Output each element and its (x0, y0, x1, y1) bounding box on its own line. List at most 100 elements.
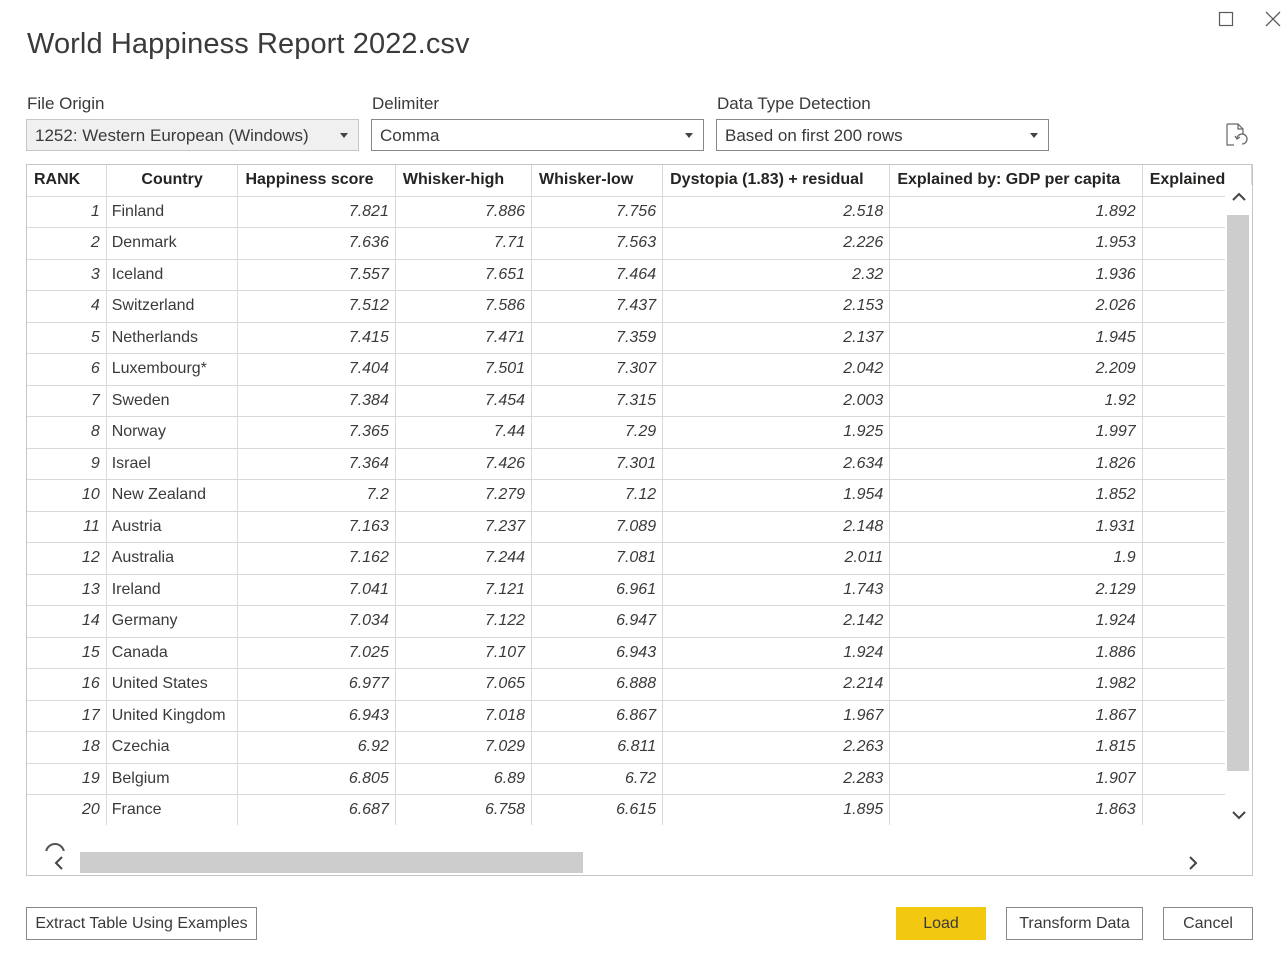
file-origin-label: File Origin (27, 94, 105, 113)
vertical-scrollbar[interactable] (1225, 185, 1252, 825)
table-cell: 7.437 (531, 290, 664, 323)
table-cell: 7.025 (237, 637, 396, 669)
table-cell: 7.122 (395, 605, 533, 638)
table-cell: 1.743 (662, 574, 891, 606)
table-cell: 2.042 (662, 353, 891, 386)
table-cell: 2.153 (662, 290, 891, 323)
table-cell: 2.518 (662, 196, 891, 228)
table-cell: Sweden (106, 385, 239, 417)
table-cell: 7.244 (395, 542, 533, 575)
table-cell: 6.947 (531, 605, 664, 638)
table-cell: 12 (27, 542, 107, 575)
table-cell: Denmark (106, 227, 239, 260)
table-cell: Canada (106, 637, 239, 669)
table-cell: 3 (27, 259, 107, 291)
table-row: 2 Denmark 7.636 7.71 7.563 2.226 1.953 (27, 227, 1252, 260)
table-cell: 7.557 (237, 259, 396, 291)
table-cell: 1.936 (889, 259, 1143, 291)
vertical-scroll-thumb[interactable] (1227, 215, 1249, 771)
table-cell: 1.924 (662, 637, 891, 669)
chevron-right-icon[interactable] (1185, 855, 1201, 871)
refresh-icon[interactable] (1224, 122, 1248, 148)
table-cell: 4 (27, 290, 107, 323)
table-cell: 7.041 (237, 574, 396, 606)
close-icon[interactable] (1262, 8, 1284, 30)
column-header-explained[interactable]: Explained (1142, 165, 1252, 197)
table-cell: 6.72 (531, 763, 664, 795)
table-cell: 2.026 (889, 290, 1143, 323)
table-row: 7 Sweden 7.384 7.454 7.315 2.003 1.92 (27, 385, 1252, 417)
dropdown-arrow-icon (1030, 133, 1038, 138)
table-cell: 7.307 (531, 353, 664, 386)
table-cell: 7.315 (531, 385, 664, 417)
file-origin-dropdown[interactable]: 1252: Western European (Windows) (26, 119, 359, 151)
chevron-down-icon[interactable] (1231, 807, 1247, 823)
table-cell: 16 (27, 668, 107, 701)
table-cell: Luxembourg* (106, 353, 239, 386)
column-header-happiness-score[interactable]: Happiness score (237, 165, 396, 197)
table-row: 20 France 6.687 6.758 6.615 1.895 1.863 (27, 794, 1252, 827)
maximize-icon[interactable] (1215, 8, 1237, 30)
table-cell: 7.415 (237, 322, 396, 354)
table-cell: 1.895 (662, 794, 891, 827)
data-type-detection-label: Data Type Detection (717, 94, 871, 113)
table-cell: 7.501 (395, 353, 533, 386)
table-cell: New Zealand (106, 479, 239, 512)
horizontal-scrollbar[interactable] (27, 851, 1252, 875)
table-cell: 2.283 (662, 763, 891, 795)
horizontal-scroll-thumb[interactable] (80, 852, 583, 873)
table-cell: 6.867 (531, 700, 664, 732)
table-cell: 7.359 (531, 322, 664, 354)
table-cell: 8 (27, 416, 107, 449)
table-cell: Netherlands (106, 322, 239, 354)
table-cell: 20 (27, 794, 107, 827)
table-row: 16 United States 6.977 7.065 6.888 2.214 1.982 (27, 668, 1252, 701)
table-cell: 1.967 (662, 700, 891, 732)
column-header-rank[interactable]: RANK (27, 165, 107, 197)
table-row: 9 Israel 7.364 7.426 7.301 2.634 1.826 (27, 448, 1252, 480)
table-cell: 6.977 (237, 668, 396, 701)
transform-data-button[interactable]: Transform Data (1006, 907, 1143, 940)
load-button[interactable]: Load (896, 907, 986, 940)
table-row: 15 Canada 7.025 7.107 6.943 1.924 1.886 (27, 637, 1252, 669)
table-cell: Austria (106, 511, 239, 543)
table-cell: 2.129 (889, 574, 1143, 606)
data-type-detection-dropdown[interactable]: Based on first 200 rows (716, 119, 1049, 151)
table-cell: 7.29 (531, 416, 664, 449)
table-cell: 7.162 (237, 542, 396, 575)
table-cell: 19 (27, 763, 107, 795)
grid-footer (27, 825, 1252, 851)
table-cell: 7.034 (237, 605, 396, 638)
column-header-whisker-low[interactable]: Whisker-low (531, 165, 664, 197)
chevron-left-icon[interactable] (51, 855, 67, 871)
table-cell: 7.464 (531, 259, 664, 291)
table-cell: 6.687 (237, 794, 396, 827)
column-header-dystopia[interactable]: Dystopia (1.83) + residual (662, 165, 891, 197)
table-cell: 11 (27, 511, 107, 543)
table-cell: 6.92 (237, 731, 396, 764)
column-header-gdp[interactable]: Explained by: GDP per capita (889, 165, 1143, 197)
table-cell: 7.586 (395, 290, 533, 323)
table-cell: 2.214 (662, 668, 891, 701)
table-cell: 2.011 (662, 542, 891, 575)
extract-table-button[interactable]: Extract Table Using Examples (26, 907, 257, 940)
delimiter-dropdown[interactable]: Comma (371, 119, 704, 151)
table-cell: 7.563 (531, 227, 664, 260)
table-cell: Iceland (106, 259, 239, 291)
table-cell: Belgium (106, 763, 239, 795)
table-row: 12 Australia 7.162 7.244 7.081 2.011 1.9 (27, 542, 1252, 575)
chevron-up-icon[interactable] (1231, 189, 1247, 205)
table-cell: 1.907 (889, 763, 1143, 795)
column-header-whisker-high[interactable]: Whisker-high (395, 165, 533, 197)
table-cell: 7.404 (237, 353, 396, 386)
table-cell: 2.226 (662, 227, 891, 260)
cancel-button[interactable]: Cancel (1163, 907, 1253, 940)
table-cell: 7.065 (395, 668, 533, 701)
column-header-country[interactable]: Country (106, 165, 239, 197)
table-row: 3 Iceland 7.557 7.651 7.464 2.32 1.936 (27, 259, 1252, 291)
data-preview-grid[interactable]: RANK Country Happiness score Whisker-hig… (26, 164, 1253, 876)
table-cell: 9 (27, 448, 107, 480)
table-cell: United Kingdom (106, 700, 239, 732)
table-cell: Australia (106, 542, 239, 575)
dropdown-arrow-icon (685, 133, 693, 138)
